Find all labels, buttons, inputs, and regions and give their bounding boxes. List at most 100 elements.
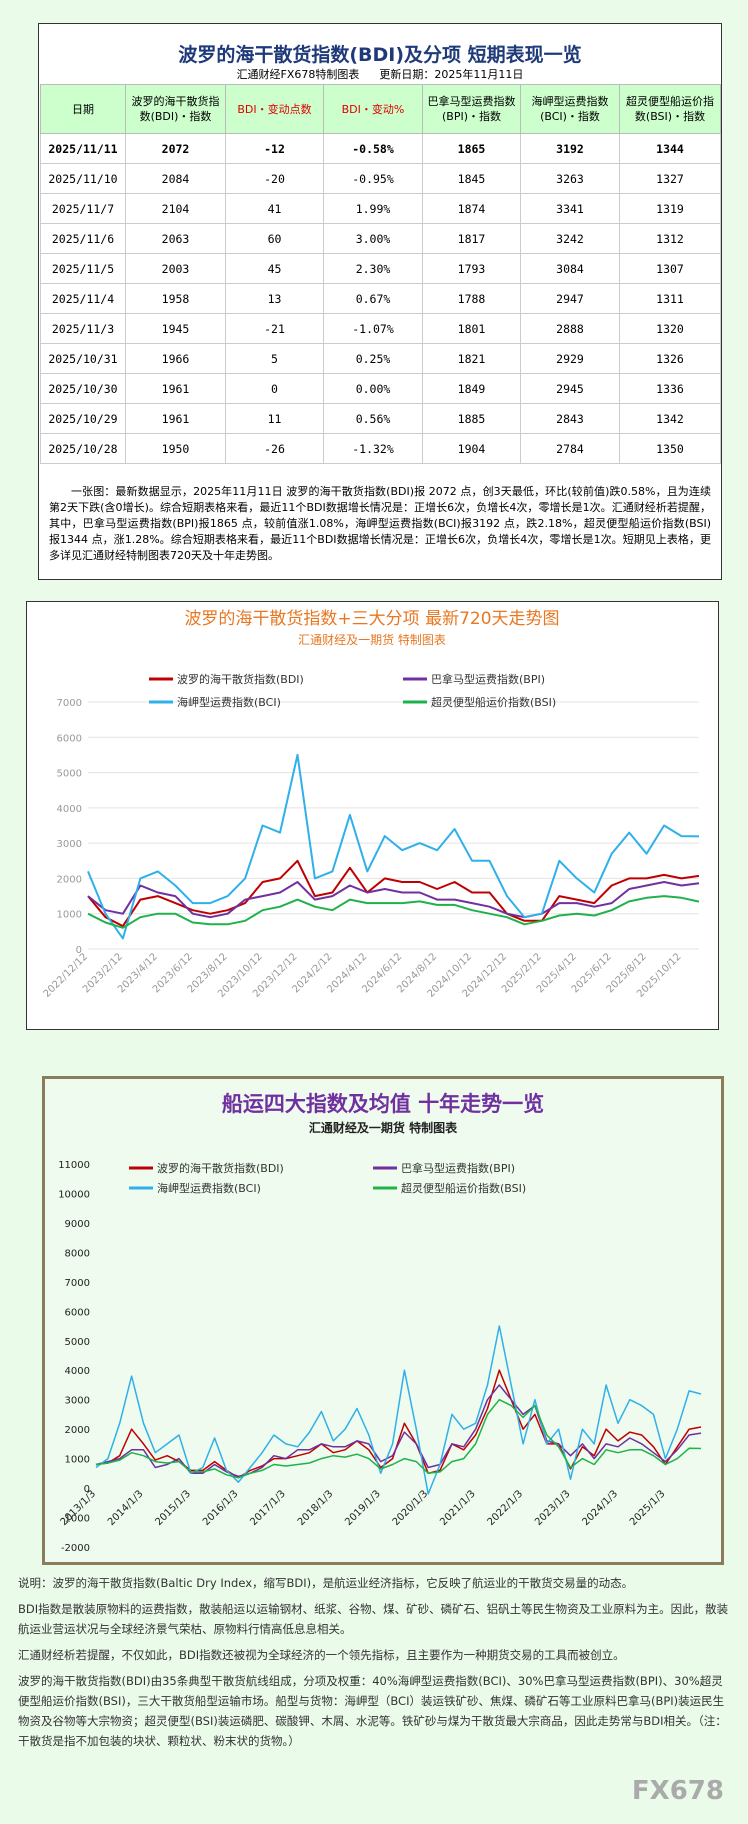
table-cell: 1788: [422, 283, 521, 314]
table-cell: 1961: [125, 373, 226, 404]
chart-subtitle: 汇通财经及一期货 特制图表: [298, 632, 446, 647]
table-row: 2025/11/6 2063 60 3.00% 1817 3242 1312: [40, 223, 721, 254]
table-cell: 2025/11/6: [40, 223, 126, 254]
table-cell: 2072: [125, 133, 226, 164]
column-header: BDI・变动点数: [225, 84, 324, 134]
x-tick-label: 2015/1/3: [153, 1488, 193, 1528]
table-cell: 0: [225, 373, 324, 404]
note-paragraph: BDI指数是散装原物料的运费指数，散装船运以运输钢材、纸浆、谷物、煤、矿砂、磷矿…: [18, 1602, 729, 1636]
table-cell: 1336: [619, 373, 721, 404]
y-tick-label: 1000: [65, 1455, 90, 1466]
table-cell: -12: [225, 133, 324, 164]
chart-10y: 船运四大指数及均值 十年走势一览 汇通财经及一期货 特制图表 -2000 -100…: [42, 1076, 724, 1565]
y-tick-label: 7000: [57, 698, 82, 709]
column-header: 日期: [40, 84, 126, 134]
y-tick-label: 5000: [65, 1337, 90, 1348]
table-cell: 2784: [520, 433, 620, 464]
series-line: [95, 1325, 702, 1495]
y-tick-label: 3000: [65, 1396, 90, 1407]
table-cell: -26: [225, 433, 324, 464]
table-cell: 1849: [422, 373, 521, 404]
table-cell: 1.99%: [323, 193, 423, 224]
y-tick-label: 0: [84, 1484, 90, 1495]
table-cell: 2104: [125, 193, 226, 224]
table-cell: 2025/10/29: [40, 403, 126, 434]
y-tick-label: 8000: [65, 1248, 90, 1259]
table-cell: 1311: [619, 283, 721, 314]
legend-label: 波罗的海干散货指数(BDI): [157, 1161, 284, 1175]
table-row: 2025/11/3 1945 -21 -1.07% 1801 2888 1320: [40, 313, 721, 344]
table-cell: 1817: [422, 223, 521, 254]
table-row: 2025/11/4 1958 13 0.67% 1788 2947 1311: [40, 283, 721, 314]
y-tick-label: 0: [76, 945, 82, 956]
legend-label: 海岬型运费指数(BCI): [157, 1181, 261, 1195]
x-tick-label: 2024/1/3: [581, 1488, 621, 1528]
table-row: 2025/11/5 2003 45 2.30% 1793 3084 1307: [40, 253, 721, 284]
note-paragraph: 说明：波罗的海干散货指数(Baltic Dry Index，缩写BDI)，是航运…: [18, 1576, 634, 1590]
series-line: [95, 1384, 702, 1478]
note-paragraph: 波罗的海干散货指数(BDI)由35条典型干散货航线组成，分项及权重：40%海岬型…: [18, 1674, 727, 1748]
table-cell: 1958: [125, 283, 226, 314]
summary-text: 一张图：最新数据显示，2025年11月11日 波罗的海干散货指数(BDI)报 2…: [49, 485, 711, 562]
series-line: [95, 1398, 702, 1479]
table-cell: 2025/11/3: [40, 313, 126, 344]
column-header: BDI・变动%: [323, 84, 423, 134]
table-cell: 1950: [125, 433, 226, 464]
table-cell: 2.30%: [323, 253, 423, 284]
column-header: 波罗的海干散货指数(BDI)・指数: [125, 84, 226, 134]
chart-subtitle: 汇通财经及一期货 特制图表: [309, 1120, 458, 1135]
table-cell: 2888: [520, 313, 620, 344]
y-tick-label: 4000: [65, 1366, 90, 1377]
table-cell: 3263: [520, 163, 620, 194]
series-line: [87, 881, 700, 919]
table-body: 2025/11/11 2072 -12 -0.58% 1865 3192 1344 2025/…: [40, 133, 721, 464]
legend-label: 海岬型运费指数(BCI): [177, 695, 281, 709]
y-tick-label: 2000: [57, 874, 82, 885]
y-tick-label: -1000: [61, 1514, 90, 1525]
chart-720d: 波罗的海干散货指数+三大分项 最新720天走势图 汇通财经及一期货 特制图表 0…: [26, 601, 719, 1030]
series-line: [87, 895, 700, 929]
table-cell: -0.58%: [323, 133, 423, 164]
table-cell: 1874: [422, 193, 521, 224]
table-cell: 2025/11/10: [40, 163, 126, 194]
legend-label: 超灵便型船运价指数(BSI): [401, 1181, 526, 1195]
table-cell: 1885: [422, 403, 521, 434]
table-cell: 3.00%: [323, 223, 423, 254]
y-tick-label: 6000: [65, 1307, 90, 1318]
table-cell: 2947: [520, 283, 620, 314]
table-cell: 3192: [520, 133, 620, 164]
table-cell: 1342: [619, 403, 721, 434]
note-paragraph: 汇通财经析若提醒，不仅如此，BDI指数还被视为全球经济的一个领先指标，且主要作为…: [18, 1648, 625, 1662]
table-cell: 0.67%: [323, 283, 423, 314]
y-tick-label: 3000: [57, 839, 82, 850]
table-cell: 2025/10/31: [40, 343, 126, 374]
table-cell: 1327: [619, 163, 721, 194]
table-cell: 1904: [422, 433, 521, 464]
x-tick-label: 2023/1/3: [533, 1488, 573, 1528]
table-cell: 2843: [520, 403, 620, 434]
table-cell: 1945: [125, 313, 226, 344]
table-row: 2025/10/30 1961 0 0.00% 1849 2945 1336: [40, 373, 721, 404]
table-cell: 45: [225, 253, 324, 284]
legend-label: 波罗的海干散货指数(BDI): [177, 672, 304, 686]
table-title: 波罗的海干散货指数(BDI)及分项 短期表现一览: [178, 44, 582, 66]
table-cell: 2025/11/11: [40, 133, 126, 164]
y-tick-label: 5000: [57, 769, 82, 780]
table-row: 2025/11/11 2072 -12 -0.58% 1865 3192 1344: [40, 133, 721, 164]
table-cell: 1821: [422, 343, 521, 374]
y-tick-label: 7000: [65, 1278, 90, 1289]
x-tick-label: 2021/1/3: [438, 1488, 478, 1528]
table-cell: 1319: [619, 193, 721, 224]
table-cell: 0.00%: [323, 373, 423, 404]
table-cell: 2084: [125, 163, 226, 194]
table-cell: 1344: [619, 133, 721, 164]
table-cell: 13: [225, 283, 324, 314]
y-tick-label: 2000: [65, 1425, 90, 1436]
legend-label: 超灵便型船运价指数(BSI): [431, 695, 556, 709]
table-cell: 0.25%: [323, 343, 423, 374]
updated: 更新日期：2025年11月11日: [379, 68, 524, 81]
table-cell: 5: [225, 343, 324, 374]
table-cell: 1845: [422, 163, 521, 194]
chart-title: 船运四大指数及均值 十年走势一览: [222, 1092, 544, 1116]
table-cell: 1312: [619, 223, 721, 254]
